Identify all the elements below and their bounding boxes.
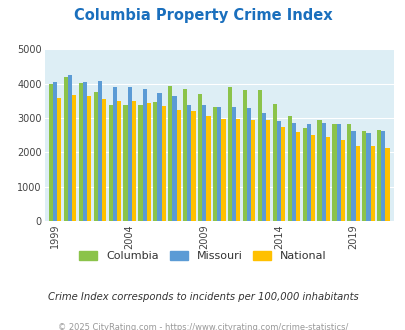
Bar bbox=[310, 135, 314, 221]
Bar bbox=[168, 85, 172, 221]
Bar bbox=[351, 131, 355, 221]
Text: © 2025 CityRating.com - https://www.cityrating.com/crime-statistics/: © 2025 CityRating.com - https://www.city… bbox=[58, 323, 347, 330]
Text: Columbia Property Crime Index: Columbia Property Crime Index bbox=[73, 8, 332, 23]
Bar bbox=[153, 102, 157, 221]
Bar bbox=[280, 127, 284, 221]
Bar bbox=[157, 93, 161, 221]
Bar bbox=[336, 124, 340, 221]
Bar bbox=[306, 124, 310, 221]
Bar bbox=[132, 101, 136, 221]
Bar bbox=[113, 87, 117, 221]
Bar bbox=[217, 107, 221, 221]
Bar bbox=[57, 98, 61, 221]
Bar bbox=[295, 132, 299, 221]
Bar bbox=[380, 131, 384, 221]
Bar bbox=[340, 140, 344, 221]
Bar bbox=[257, 90, 261, 221]
Bar bbox=[108, 105, 113, 221]
Bar bbox=[236, 119, 240, 221]
Bar bbox=[176, 110, 180, 221]
Bar bbox=[202, 106, 206, 221]
Bar bbox=[365, 133, 370, 221]
Bar bbox=[276, 120, 280, 221]
Bar bbox=[221, 119, 225, 221]
Bar bbox=[325, 137, 329, 221]
Bar bbox=[376, 130, 380, 221]
Bar bbox=[161, 106, 165, 221]
Bar bbox=[242, 90, 246, 221]
Bar bbox=[265, 120, 270, 221]
Bar bbox=[53, 82, 57, 221]
Bar bbox=[370, 146, 374, 221]
Bar bbox=[94, 92, 98, 221]
Bar bbox=[172, 96, 176, 221]
Bar bbox=[64, 77, 68, 221]
Bar bbox=[187, 105, 191, 221]
Bar bbox=[213, 107, 217, 221]
Bar bbox=[287, 116, 291, 221]
Bar bbox=[138, 105, 142, 221]
Bar bbox=[87, 96, 91, 221]
Bar bbox=[206, 116, 210, 221]
Bar bbox=[246, 108, 251, 221]
Bar bbox=[346, 124, 351, 221]
Bar bbox=[384, 148, 389, 221]
Bar bbox=[142, 89, 146, 221]
Bar bbox=[102, 99, 106, 221]
Bar bbox=[146, 103, 151, 221]
Bar bbox=[355, 146, 359, 221]
Bar bbox=[198, 94, 202, 221]
Bar bbox=[261, 113, 265, 221]
Bar bbox=[232, 107, 236, 221]
Bar bbox=[191, 111, 195, 221]
Bar bbox=[361, 131, 365, 221]
Bar bbox=[332, 124, 336, 221]
Bar bbox=[251, 120, 255, 221]
Bar bbox=[79, 83, 83, 221]
Bar bbox=[83, 82, 87, 221]
Bar bbox=[98, 81, 102, 221]
Bar bbox=[127, 86, 132, 221]
Bar bbox=[123, 105, 127, 221]
Bar bbox=[302, 128, 306, 221]
Bar bbox=[317, 119, 321, 221]
Legend: Columbia, Missouri, National: Columbia, Missouri, National bbox=[77, 248, 328, 263]
Bar bbox=[72, 95, 76, 221]
Bar bbox=[321, 123, 325, 221]
Bar bbox=[183, 89, 187, 221]
Bar bbox=[68, 75, 72, 221]
Bar bbox=[227, 86, 232, 221]
Text: Crime Index corresponds to incidents per 100,000 inhabitants: Crime Index corresponds to incidents per… bbox=[47, 292, 358, 302]
Bar bbox=[272, 104, 276, 221]
Bar bbox=[291, 123, 295, 221]
Bar bbox=[117, 101, 121, 221]
Bar bbox=[49, 84, 53, 221]
